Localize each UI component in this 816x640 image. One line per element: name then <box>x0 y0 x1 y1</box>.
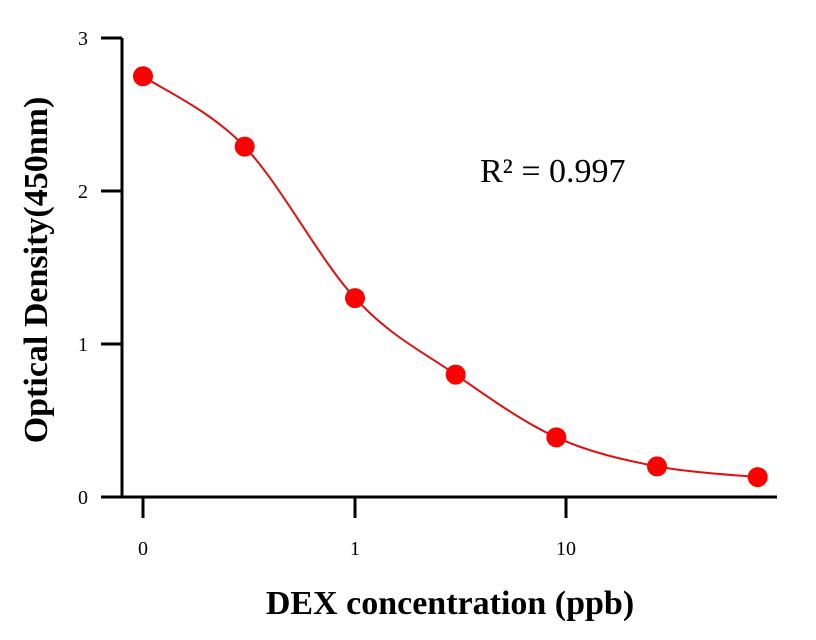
r-squared-annotation: R² = 0.997 <box>480 153 626 190</box>
data-point <box>546 427 567 448</box>
data-point <box>345 288 365 309</box>
data-point <box>747 467 768 488</box>
x-axis-title: DEX concentration (ppb) <box>266 585 634 622</box>
data-point <box>647 456 668 477</box>
x-ticks: 0 1 10 <box>138 497 576 560</box>
x-tick-label: 10 <box>556 538 576 560</box>
x-tick-label: 0 <box>138 538 148 560</box>
data-point <box>234 136 255 157</box>
y-axis-title: Optical Density(450nm) <box>18 97 55 444</box>
y-tick-label: 1 <box>78 334 88 356</box>
data-point <box>133 66 153 87</box>
data-points <box>133 66 768 488</box>
axes <box>101 38 777 499</box>
y-ticks: 0 1 2 3 <box>78 28 122 509</box>
y-tick-label: 0 <box>78 487 88 509</box>
y-tick-label: 2 <box>78 181 88 203</box>
fit-curve <box>142 75 758 479</box>
y-tick-label: 3 <box>78 28 88 50</box>
data-point <box>445 364 466 385</box>
x-tick-label: 1 <box>350 538 360 560</box>
